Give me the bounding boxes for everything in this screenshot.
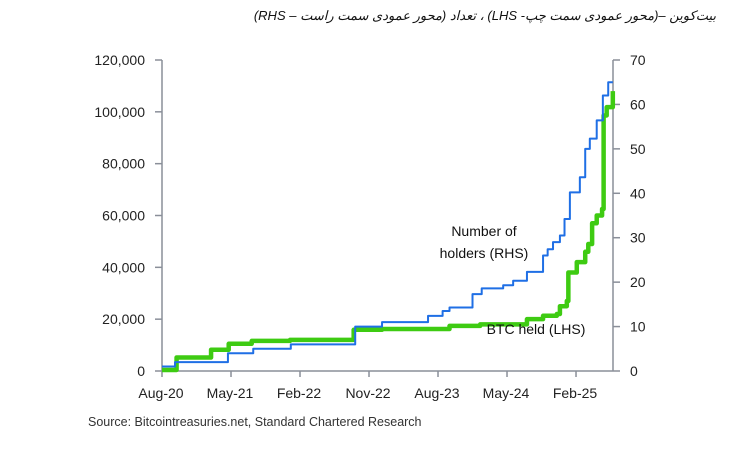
x-tick-label: Aug-20 <box>138 385 183 401</box>
right-tick-label: 10 <box>630 319 646 335</box>
x-tick-label: Feb-22 <box>277 385 322 401</box>
right-tick-label: 0 <box>630 363 638 379</box>
chart-title: بیت‌کوین –(محور عمودی سمت چپ- LHS) ، تعد… <box>253 8 716 23</box>
x-tick-label: May-21 <box>207 385 254 401</box>
right-tick-label: 50 <box>630 141 646 157</box>
right-tick-label: 30 <box>630 230 646 246</box>
source-note: Source: Bitcointreasuries.net, Standard … <box>88 415 422 429</box>
x-tick-label: Aug-23 <box>414 385 459 401</box>
holders-annotation: Number of <box>451 223 516 239</box>
x-tick-label: Nov-22 <box>345 385 390 401</box>
btc-held-line <box>162 91 616 373</box>
right-tick-label: 20 <box>630 274 646 290</box>
holders-annotation: holders (RHS) <box>440 245 529 261</box>
left-tick-label: 80,000 <box>102 156 145 172</box>
btc-held-annotation: BTC held (LHS) <box>487 321 586 337</box>
left-tick-label: 60,000 <box>102 208 145 224</box>
x-tick-label: May-24 <box>483 385 530 401</box>
x-tick-label: Feb-25 <box>553 385 598 401</box>
right-tick-label: 70 <box>630 52 646 68</box>
left-tick-label: 100,000 <box>94 104 145 120</box>
left-tick-label: 120,000 <box>94 52 145 68</box>
right-tick-label: 60 <box>630 96 646 112</box>
right-tick-label: 40 <box>630 185 646 201</box>
holders-line <box>162 81 613 368</box>
left-tick-label: 40,000 <box>102 259 145 275</box>
left-tick-label: 20,000 <box>102 311 145 327</box>
left-tick-label: 0 <box>137 363 145 379</box>
